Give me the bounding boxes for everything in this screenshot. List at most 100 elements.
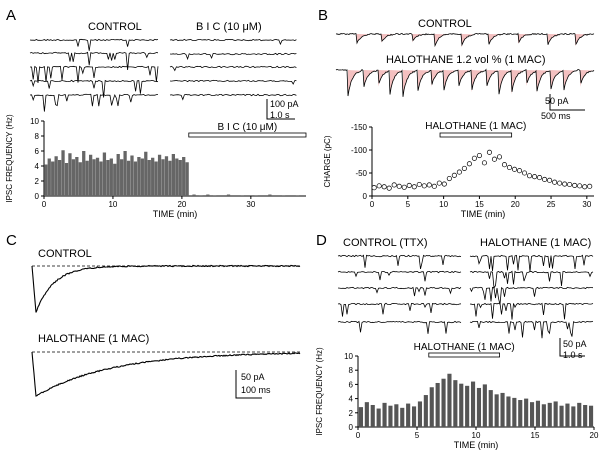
frequency-bar	[47, 158, 51, 196]
frequency-bar	[524, 398, 529, 427]
current-trace	[169, 93, 297, 101]
frequency-bar	[565, 403, 570, 427]
frequency-bar	[429, 387, 434, 427]
frequency-bar	[376, 408, 381, 427]
frequency-bar	[459, 383, 464, 427]
x-tick-label: 30	[246, 200, 255, 209]
frequency-bar	[116, 154, 120, 196]
frequency-bar	[78, 162, 82, 196]
frequency-bar	[512, 397, 517, 427]
charge-point	[516, 168, 523, 174]
charge-point	[481, 160, 487, 166]
frequency-bar	[99, 161, 103, 196]
y-axis-label: IPSC FREQUENCY (Hz)	[315, 347, 324, 436]
frequency-bar	[268, 194, 272, 196]
x-tick-label: 5	[415, 431, 420, 440]
charge-point	[406, 182, 412, 188]
frequency-bar	[406, 403, 411, 427]
frequency-bar	[370, 404, 375, 427]
frequency-bar	[282, 195, 286, 196]
ipsc-charge-shading	[434, 34, 449, 47]
frequency-bar	[157, 154, 162, 196]
panel-b: B CONTROL HALOTHANE 1.2 vol % (1 MAC) 50…	[318, 7, 595, 219]
ipsc-charge-shading	[550, 70, 565, 92]
frequency-bar	[411, 406, 417, 427]
frequency-bar	[388, 405, 393, 427]
x-axis-label: TIME (min)	[153, 209, 198, 219]
ipsc-charge-shading	[403, 70, 417, 96]
scale-amplitude: 50 pA	[241, 372, 265, 382]
halothane-label: HALOTHANE (1 MAC)	[480, 237, 591, 249]
x-tick-label: 5	[406, 200, 411, 209]
charge-point	[567, 181, 573, 188]
panel-c: C CONTROL HALOTHANE (1 MAC) 50 pA 100 ms	[6, 232, 301, 399]
control-label: CONTROL	[88, 21, 142, 33]
frequency-bar	[441, 378, 446, 427]
current-trace	[335, 32, 595, 48]
frequency-bar	[126, 160, 131, 196]
charge-point	[582, 184, 588, 190]
charge-point	[537, 175, 543, 181]
frequency-bar	[113, 163, 117, 196]
frequency-bar	[140, 158, 144, 196]
charge-point	[557, 180, 563, 186]
frequency-bar	[506, 396, 511, 427]
current-trace	[469, 270, 594, 290]
ipsc-charge-shading	[580, 70, 595, 87]
y-tick-label: 0	[35, 192, 40, 201]
frequency-bar	[95, 157, 100, 196]
frequency-bar	[92, 159, 96, 196]
charge-point	[476, 152, 482, 159]
frequency-bar	[175, 158, 179, 196]
ipsc-charge-shading	[356, 34, 371, 44]
frequency-bar	[154, 161, 158, 196]
frequency-bar	[168, 160, 172, 196]
charge-point	[501, 162, 508, 168]
charge-point	[491, 156, 498, 162]
application-bar-label: HALOTHANE (1 MAC)	[425, 121, 526, 132]
x-tick-label: 0	[356, 431, 361, 440]
frequency-bar	[518, 400, 523, 427]
charge-point	[486, 149, 492, 155]
charge-point	[552, 179, 558, 185]
current-trace	[469, 320, 594, 339]
charge-point	[386, 185, 392, 191]
frequency-bar	[161, 159, 165, 196]
x-tick-label: 15	[531, 431, 540, 440]
ipsc-charge-shading	[390, 70, 404, 94]
charge-point	[521, 170, 528, 176]
frequency-bar	[68, 153, 72, 196]
y-tick-label: -50	[355, 169, 367, 178]
charge-point	[441, 181, 447, 187]
frequency-bar	[109, 158, 113, 196]
frequency-bar	[137, 157, 141, 196]
charge-point	[396, 183, 402, 189]
y-tick-label: 2	[349, 409, 354, 418]
frequency-bar	[61, 150, 65, 196]
charge-point	[466, 161, 472, 167]
frequency-bar	[51, 161, 55, 196]
charge-point	[391, 182, 397, 188]
x-tick-label: 30	[582, 200, 591, 209]
current-trace	[469, 254, 594, 272]
charge-point	[381, 184, 387, 190]
frequency-bar	[364, 402, 369, 427]
frequency-bar	[120, 159, 124, 196]
charge-point	[471, 155, 477, 161]
current-trace	[29, 79, 159, 98]
x-axis-label: TIME (min)	[454, 440, 499, 450]
frequency-bar	[133, 161, 138, 196]
charge-point	[572, 182, 578, 188]
current-trace	[337, 302, 462, 317]
frequency-bar	[106, 160, 110, 196]
frequency-bar	[577, 402, 582, 427]
y-tick-label: -100	[351, 146, 368, 155]
frequency-bar	[226, 194, 231, 196]
ipsc-charge-shading	[498, 70, 513, 95]
frequency-bar	[358, 407, 364, 427]
y-tick-label: 4	[35, 162, 40, 171]
frequency-bar	[465, 385, 470, 427]
y-tick-label: 0	[349, 423, 354, 432]
charge-point	[526, 173, 533, 179]
